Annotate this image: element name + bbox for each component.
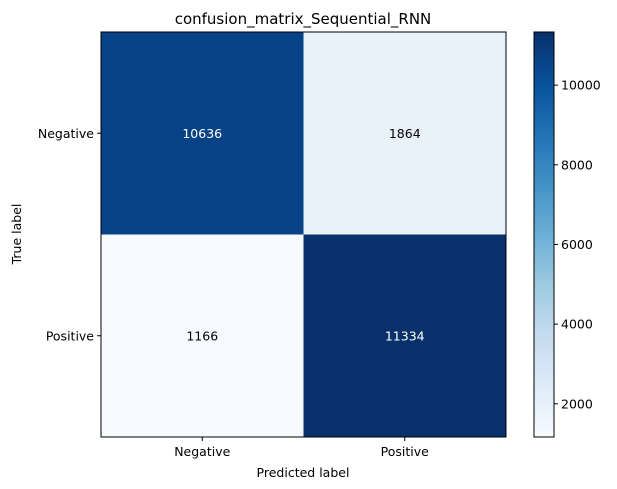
colorbar-tick-label: 2000 xyxy=(561,396,593,411)
colorbar-tick-label: 6000 xyxy=(561,237,593,252)
plot-frame xyxy=(100,31,507,438)
x-tick-label: Positive xyxy=(381,444,429,459)
x-axis-ticks: Negative Positive xyxy=(174,437,429,459)
chart-title: confusion_matrix_Sequential_RNN xyxy=(175,10,432,29)
y-tick-label: Positive xyxy=(46,328,94,343)
cell-value-label: 1166 xyxy=(186,328,218,343)
x-axis-label: Predicted label xyxy=(257,465,350,480)
colorbar-tick-label: 4000 xyxy=(561,317,593,332)
heatmap-cell xyxy=(101,32,304,235)
colorbar-tick-label: 8000 xyxy=(561,157,593,172)
colorbar-ticks: 2000 4000 6000 8000 10000 xyxy=(554,78,601,411)
heatmap-cells xyxy=(101,32,506,437)
cell-value-label: 1864 xyxy=(389,126,421,141)
x-tick-label: Negative xyxy=(174,444,230,459)
cell-value-label: 10636 xyxy=(182,126,222,141)
y-axis-ticks: Negative Positive xyxy=(38,126,101,343)
heatmap-cell xyxy=(101,234,304,437)
colorbar: 2000 4000 6000 8000 10000 xyxy=(533,31,601,438)
cell-value-label: 11334 xyxy=(385,328,425,343)
y-tick-label: Negative xyxy=(38,126,94,141)
heatmap-cell xyxy=(303,32,506,235)
y-axis-label: True label xyxy=(9,204,24,266)
colorbar-gradient xyxy=(533,31,555,438)
heatmap-cell xyxy=(303,234,506,437)
heatmap-cell-labels: 10636 1864 1166 11334 xyxy=(182,126,424,344)
colorbar-tick-label: 10000 xyxy=(561,78,601,93)
